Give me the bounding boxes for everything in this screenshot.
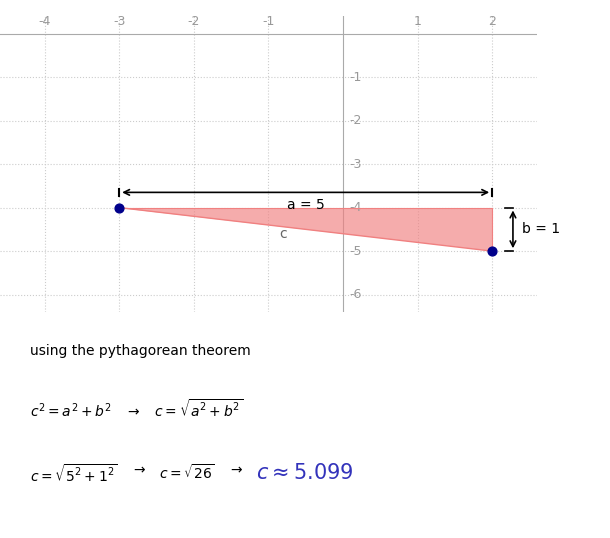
Text: -4: -4	[349, 201, 361, 214]
Text: -6: -6	[349, 288, 361, 301]
Text: $\rightarrow$: $\rightarrow$	[215, 463, 256, 477]
Text: a = 5: a = 5	[287, 197, 325, 211]
Text: $c^2=a^2+b^2$   $\rightarrow$   $c=\sqrt{a^2+b^2}$: $c^2=a^2+b^2$ $\rightarrow$ $c=\sqrt{a^2…	[30, 398, 244, 420]
Text: -3: -3	[349, 158, 361, 171]
Polygon shape	[120, 208, 492, 251]
Text: -2: -2	[188, 15, 200, 28]
Text: -5: -5	[349, 245, 361, 258]
Text: $\rightarrow$: $\rightarrow$	[118, 463, 159, 477]
Text: $c \approx 5.099$: $c \approx 5.099$	[256, 463, 353, 483]
Text: -1: -1	[262, 15, 274, 28]
Text: 2: 2	[488, 15, 496, 28]
Point	[115, 203, 124, 212]
Text: -1: -1	[349, 70, 361, 83]
Text: -2: -2	[349, 114, 361, 127]
Text: $c=\sqrt{5^2+1^2}$: $c=\sqrt{5^2+1^2}$	[30, 463, 118, 485]
Text: 1: 1	[414, 15, 422, 28]
Text: b = 1: b = 1	[522, 222, 560, 236]
Point	[487, 247, 497, 256]
Text: -4: -4	[38, 15, 51, 28]
Text: -3: -3	[113, 15, 126, 28]
Text: c: c	[279, 226, 287, 240]
Text: using the pythagorean theorem: using the pythagorean theorem	[30, 344, 251, 358]
Text: $c=\sqrt{26}$: $c=\sqrt{26}$	[159, 463, 215, 482]
